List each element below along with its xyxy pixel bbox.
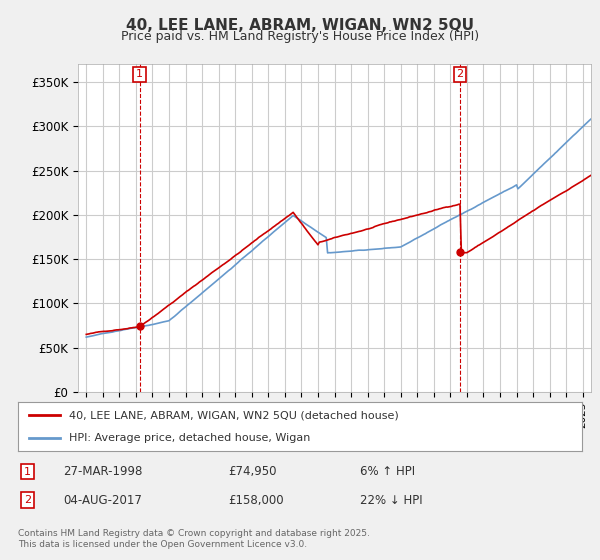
Text: 1: 1 — [136, 69, 143, 80]
Text: 40, LEE LANE, ABRAM, WIGAN, WN2 5QU: 40, LEE LANE, ABRAM, WIGAN, WN2 5QU — [126, 18, 474, 33]
Text: 04-AUG-2017: 04-AUG-2017 — [63, 493, 142, 507]
Text: 6% ↑ HPI: 6% ↑ HPI — [360, 465, 415, 478]
Text: 2: 2 — [24, 495, 31, 505]
Text: 40, LEE LANE, ABRAM, WIGAN, WN2 5QU (detached house): 40, LEE LANE, ABRAM, WIGAN, WN2 5QU (det… — [69, 410, 398, 421]
Text: HPI: Average price, detached house, Wigan: HPI: Average price, detached house, Wiga… — [69, 433, 310, 444]
Text: £158,000: £158,000 — [228, 493, 284, 507]
Text: Price paid vs. HM Land Registry's House Price Index (HPI): Price paid vs. HM Land Registry's House … — [121, 30, 479, 43]
Text: 2: 2 — [457, 69, 464, 80]
Text: 22% ↓ HPI: 22% ↓ HPI — [360, 493, 422, 507]
Text: 27-MAR-1998: 27-MAR-1998 — [63, 465, 142, 478]
Text: 1: 1 — [24, 466, 31, 477]
Text: £74,950: £74,950 — [228, 465, 277, 478]
Text: Contains HM Land Registry data © Crown copyright and database right 2025.
This d: Contains HM Land Registry data © Crown c… — [18, 529, 370, 549]
